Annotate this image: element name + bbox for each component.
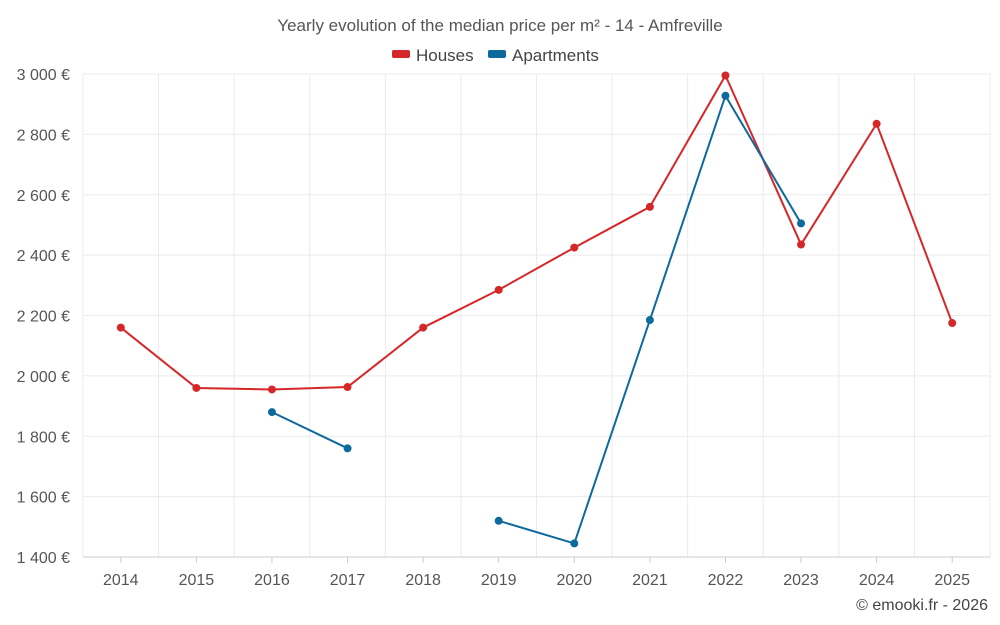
x-tick-label: 2014 [103, 572, 139, 589]
series-line-apartments [271, 411, 348, 450]
legend-swatch-apartments [488, 50, 506, 58]
credit-text: © emooki.fr - 2026 [856, 597, 988, 614]
data-point-houses[interactable] [116, 323, 125, 332]
data-point-houses[interactable] [570, 243, 579, 252]
data-point-houses[interactable] [192, 383, 201, 392]
y-tick-label: 2 200 € [17, 309, 70, 326]
x-tick-label: 2019 [481, 572, 517, 589]
series-layer [116, 71, 957, 548]
data-point-houses[interactable] [267, 385, 276, 394]
data-point-apartments[interactable] [645, 316, 654, 325]
data-point-houses[interactable] [343, 383, 352, 392]
y-tick-label: 2 400 € [17, 248, 70, 265]
series-line-houses [120, 74, 954, 391]
x-tick-label: 2015 [179, 572, 215, 589]
chart-title: Yearly evolution of the median price per… [277, 16, 722, 35]
x-tick-label: 2025 [934, 572, 970, 589]
x-tick-label: 2017 [330, 572, 366, 589]
y-tick-label: 2 600 € [17, 188, 70, 205]
x-tick-label: 2016 [254, 572, 290, 589]
y-axis-ticks: 1 400 € 1 600 € 1 800 € 2 000 € 2 200 € 2 400… [17, 67, 70, 567]
data-point-apartments[interactable] [343, 444, 352, 453]
x-tick-label: 2020 [556, 572, 592, 589]
data-point-houses[interactable] [494, 285, 503, 294]
data-point-houses[interactable] [872, 119, 881, 128]
grid [82, 73, 991, 558]
series-houses[interactable] [116, 71, 957, 394]
x-axis-ticks: 2014 2015 2016 2017 2018 2019 2020 2021 2022 2023… [103, 557, 970, 589]
data-point-houses[interactable] [797, 240, 806, 249]
x-tick-label: 2018 [405, 572, 441, 589]
y-tick-label: 1 400 € [17, 550, 70, 567]
y-tick-label: 2 800 € [17, 127, 70, 144]
data-point-apartments[interactable] [494, 516, 503, 525]
data-point-apartments[interactable] [267, 408, 276, 417]
x-tick-label: 2023 [783, 572, 819, 589]
y-tick-label: 2 000 € [17, 369, 70, 386]
legend-label-houses: Houses [416, 46, 474, 65]
y-tick-label: 1 800 € [17, 429, 70, 446]
data-point-houses[interactable] [721, 71, 730, 80]
y-tick-label: 1 600 € [17, 490, 70, 507]
legend-label-apartments: Apartments [512, 46, 599, 65]
legend-swatch-houses [392, 50, 410, 58]
series-apartments[interactable] [267, 91, 806, 548]
x-tick-label: 2022 [708, 572, 744, 589]
data-point-houses[interactable] [948, 319, 957, 328]
legend-item-apartments[interactable]: Apartments [488, 46, 599, 65]
legend[interactable]: Houses Apartments [392, 46, 599, 65]
data-point-apartments[interactable] [570, 539, 579, 548]
data-point-houses[interactable] [419, 323, 428, 332]
data-point-apartments[interactable] [721, 91, 730, 100]
data-point-houses[interactable] [645, 202, 654, 211]
legend-item-houses[interactable]: Houses [392, 46, 474, 65]
data-point-apartments[interactable] [797, 219, 806, 228]
x-tick-label: 2021 [632, 572, 668, 589]
x-tick-label: 2024 [859, 572, 895, 589]
y-tick-label: 3 000 € [17, 67, 70, 84]
